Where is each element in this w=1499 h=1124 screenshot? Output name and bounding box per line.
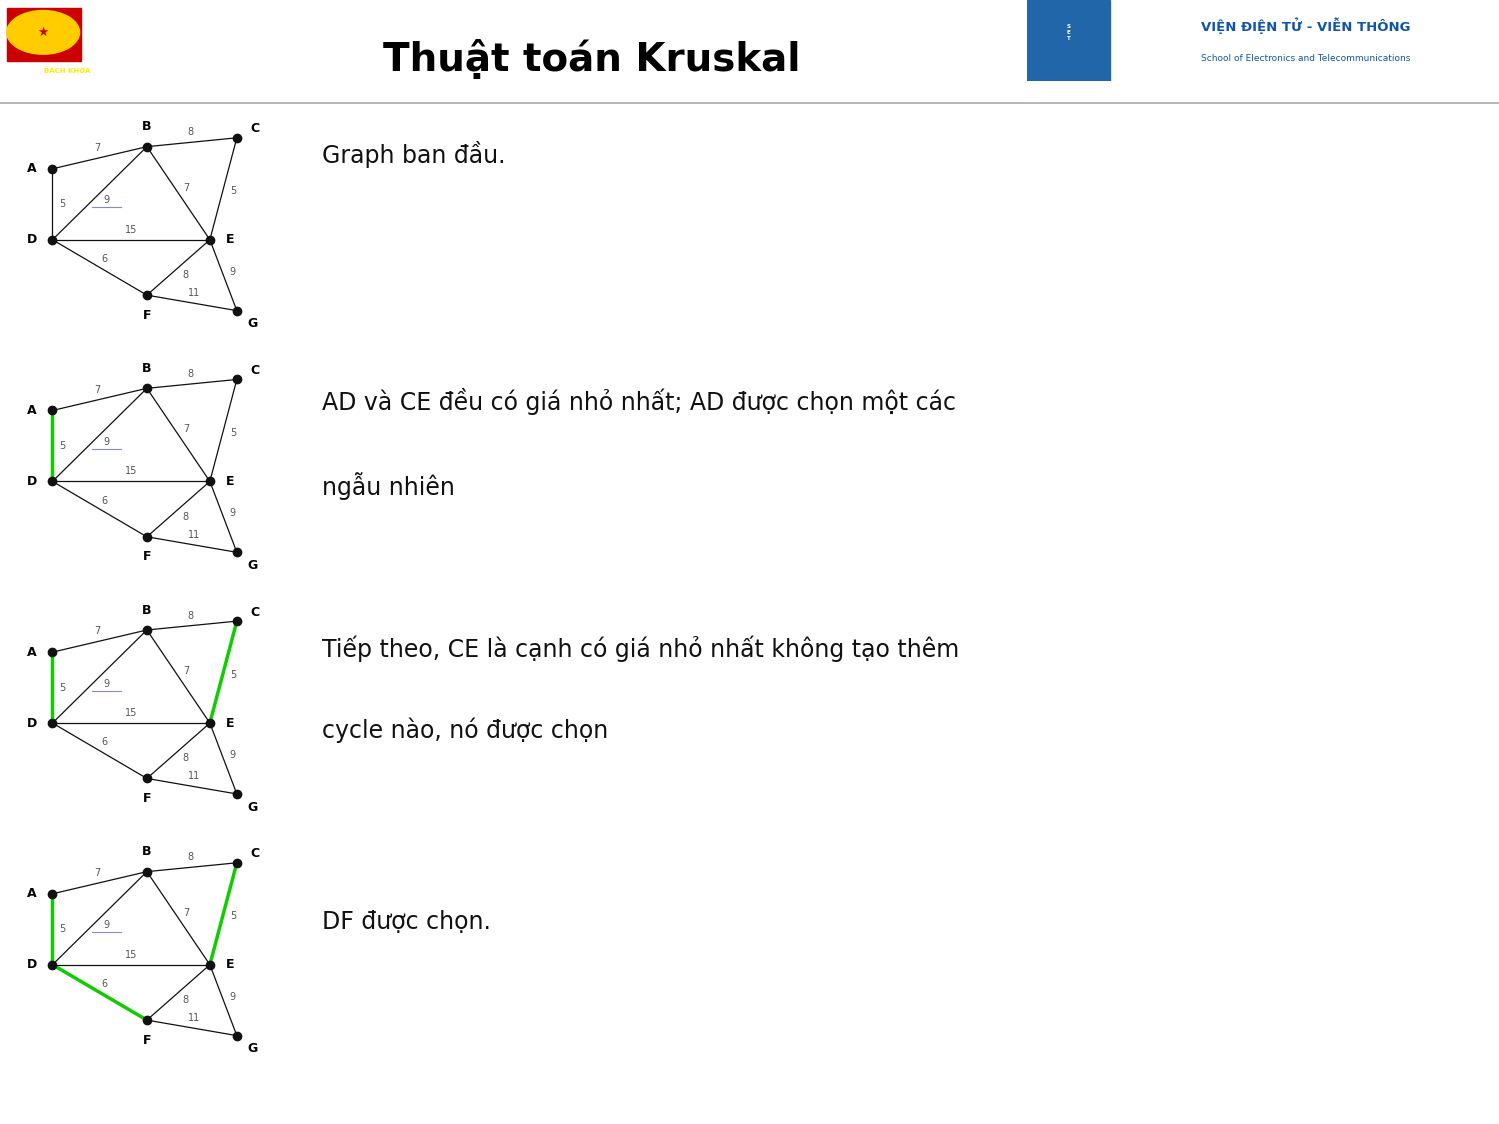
Text: E: E [226, 234, 234, 246]
Text: 8: 8 [187, 369, 193, 379]
Text: 8: 8 [187, 852, 193, 862]
Text: D: D [27, 959, 37, 971]
Bar [6, 8, 81, 61]
Text: 9: 9 [103, 921, 109, 931]
Text: 15: 15 [124, 225, 138, 235]
Text: 9: 9 [229, 508, 235, 518]
Text: 8: 8 [181, 270, 189, 280]
Text: 6: 6 [102, 737, 108, 747]
Text: 11: 11 [187, 529, 199, 540]
Text: 8: 8 [187, 127, 193, 137]
Text: 6: 6 [102, 496, 108, 506]
Text: D: D [27, 475, 37, 488]
Text: 7: 7 [94, 626, 100, 636]
Text: A: A [27, 887, 37, 900]
Text: ĐẠI HỌC: ĐẠI HỌC [85, 12, 109, 17]
Text: 5: 5 [60, 924, 66, 934]
Text: C: C [250, 364, 259, 377]
Text: 9: 9 [229, 991, 235, 1001]
Text: 6: 6 [102, 254, 108, 264]
Text: A: A [27, 162, 37, 175]
Text: 7: 7 [94, 143, 100, 153]
Text: 5: 5 [60, 441, 66, 451]
Text: E: E [226, 475, 234, 488]
Text: F: F [142, 1034, 151, 1046]
Text: 5: 5 [229, 187, 237, 197]
Text: 5: 5 [60, 682, 66, 692]
Text: 11: 11 [187, 1013, 199, 1023]
Circle shape [6, 10, 79, 54]
Text: B: B [142, 604, 151, 617]
Text: F: F [142, 792, 151, 805]
Text: 7: 7 [184, 667, 190, 676]
Text: AD và CE đều có giá nhỏ nhất; AD được chọn một các

ngẫu nhiên: AD và CE đều có giá nhỏ nhất; AD được ch… [322, 388, 956, 500]
Text: VIỆN ĐIỆN TỬ - VIỄN THÔNG: VIỆN ĐIỆN TỬ - VIỄN THÔNG [1201, 18, 1411, 34]
Text: 8: 8 [181, 995, 189, 1005]
Text: Tiếp theo, CE là cạnh có giá nhỏ nhất không tạo thêm

cycle nào, nó được chọn: Tiếp theo, CE là cạnh có giá nhỏ nhất kh… [322, 635, 959, 743]
Text: 11: 11 [187, 288, 199, 298]
Text: G: G [247, 1042, 258, 1055]
Text: 9: 9 [103, 196, 109, 206]
Text: 8: 8 [181, 511, 189, 522]
Text: 8: 8 [187, 610, 193, 620]
Text: B: B [142, 362, 151, 375]
Text: Thuật toán Kruskal: Thuật toán Kruskal [384, 39, 800, 80]
Text: 7: 7 [184, 183, 190, 192]
Text: 15: 15 [124, 950, 138, 960]
Text: C: C [250, 123, 259, 135]
Text: G: G [247, 559, 258, 572]
Text: 7: 7 [94, 868, 100, 878]
Text: School of Electronics and Telecommunications: School of Electronics and Telecommunicat… [1201, 54, 1411, 63]
Text: 9: 9 [103, 679, 109, 689]
Text: 7: 7 [94, 384, 100, 395]
Text: 9: 9 [229, 266, 235, 277]
Text: BÁCH KHOA: BÁCH KHOA [45, 67, 90, 74]
Text: E: E [226, 959, 234, 971]
Text: ★: ★ [37, 26, 49, 39]
Text: B: B [142, 845, 151, 859]
Text: C: C [250, 847, 259, 860]
Text: E: E [226, 717, 234, 729]
Text: G: G [247, 317, 258, 330]
Text: 9: 9 [103, 437, 109, 447]
Text: B: B [142, 120, 151, 134]
Text: F: F [142, 551, 151, 563]
Text: 11: 11 [187, 771, 199, 781]
Text: 5: 5 [229, 670, 237, 680]
Text: A: A [27, 645, 37, 659]
Text: 15: 15 [124, 708, 138, 718]
Text: A: A [27, 404, 37, 417]
Text: 8: 8 [181, 753, 189, 763]
Text: 5: 5 [60, 199, 66, 209]
Text: D: D [27, 234, 37, 246]
Text: 7: 7 [184, 908, 190, 917]
Text: 15: 15 [124, 466, 138, 477]
Text: F: F [142, 309, 151, 321]
Text: 5: 5 [229, 912, 237, 922]
Text: 9: 9 [229, 750, 235, 760]
Text: Graph ban đầu.: Graph ban đầu. [322, 140, 505, 167]
Text: 7: 7 [184, 425, 190, 434]
Text: 5: 5 [229, 428, 237, 438]
Text: DF được chọn.: DF được chọn. [322, 910, 492, 934]
Text: 6: 6 [102, 979, 108, 989]
Text: C: C [250, 606, 259, 618]
Text: S
E
T: S E T [1067, 24, 1070, 40]
Text: D: D [27, 717, 37, 729]
Text: G: G [247, 800, 258, 814]
Bar [1027, 0, 1111, 81]
